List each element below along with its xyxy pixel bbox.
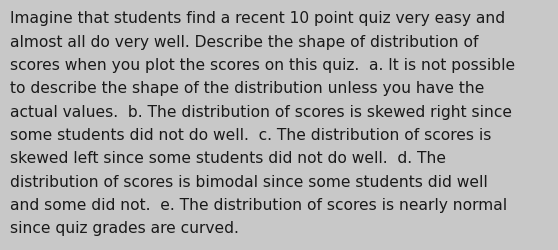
Text: almost all do very well. Describe the shape of distribution of: almost all do very well. Describe the sh… [10,34,479,50]
Text: Imagine that students find a recent 10 point quiz very easy and: Imagine that students find a recent 10 p… [10,11,505,26]
Text: and some did not.  e. The distribution of scores is nearly normal: and some did not. e. The distribution of… [10,197,507,212]
Text: skewed left since some students did not do well.  d. The: skewed left since some students did not … [10,151,446,166]
Text: actual values.  b. The distribution of scores is skewed right since: actual values. b. The distribution of sc… [10,104,512,119]
Text: since quiz grades are curved.: since quiz grades are curved. [10,220,239,236]
Text: scores when you plot the scores on this quiz.  a. It is not possible: scores when you plot the scores on this … [10,58,515,73]
Text: to describe the shape of the distribution unless you have the: to describe the shape of the distributio… [10,81,484,96]
Text: distribution of scores is bimodal since some students did well: distribution of scores is bimodal since … [10,174,488,189]
Text: some students did not do well.  c. The distribution of scores is: some students did not do well. c. The di… [10,128,492,142]
